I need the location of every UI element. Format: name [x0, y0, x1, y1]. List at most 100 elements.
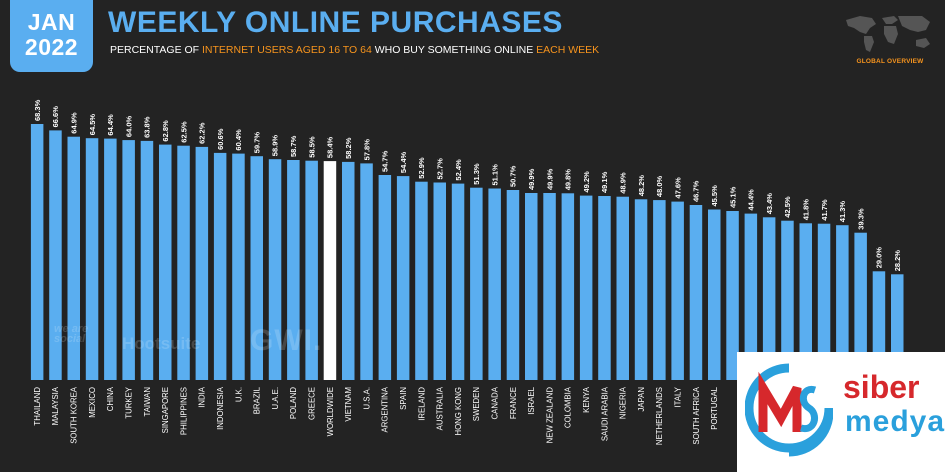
data-label: 64.5% [88, 114, 97, 136]
bar [598, 196, 611, 380]
bar [67, 136, 80, 380]
category-label: CANADA [490, 386, 499, 419]
data-label: 58.4% [326, 137, 335, 159]
data-label: 41.7% [820, 199, 829, 221]
data-label: 62.2% [198, 122, 207, 144]
category-label: PHILIPPINES [179, 387, 188, 435]
subtitle-part: INTERNET USERS AGED 16 TO 64 [201, 44, 372, 56]
bar [159, 144, 172, 380]
bar [561, 193, 575, 380]
data-label: 49.9% [545, 168, 554, 190]
bar [195, 146, 209, 380]
subtitle-part: WHO BUY SOMETHING ONLINE [371, 44, 537, 56]
subtitle-part: PERCENTAGE OF [110, 44, 202, 56]
logo-word-medya: medya [845, 405, 945, 438]
data-label: 51.3% [472, 163, 481, 185]
data-label: 58.9% [271, 135, 280, 157]
bar [122, 140, 135, 380]
data-label: 49.1% [600, 171, 609, 193]
bar [653, 200, 666, 380]
bar [433, 182, 446, 380]
data-label: 39.3% [856, 208, 865, 230]
data-label: 52.9% [417, 157, 426, 179]
bar [470, 187, 483, 380]
data-label: 60.4% [234, 129, 243, 151]
data-label: 66.6% [51, 106, 60, 128]
category-label: INDONESIA [216, 386, 225, 430]
hootsuite-watermark: Hootsuite [122, 334, 201, 353]
bar [415, 181, 428, 380]
bar [525, 193, 538, 380]
category-label: IRELAND [417, 387, 426, 421]
category-label: MALAYSIA [51, 386, 60, 425]
data-label: 44.4% [747, 189, 756, 211]
data-label: 48.0% [655, 176, 664, 198]
bar [689, 205, 703, 380]
category-label: VIETNAM [344, 387, 353, 422]
category-label: SOUTH KOREA [70, 386, 79, 444]
date-month: JAN [27, 9, 76, 35]
data-label: 54.4% [399, 152, 408, 174]
subtitle-part: EACH WEEK [536, 44, 600, 56]
category-label: AUSTRALIA [436, 386, 445, 430]
category-label: U.S.A. [362, 387, 371, 410]
category-label: NETHERLANDS [655, 387, 664, 445]
chart-title: WEEKLY ONLINE PURCHASES [108, 6, 563, 39]
data-label: 58.5% [307, 136, 316, 158]
data-label: 28.2% [893, 250, 902, 272]
logo-mark-icon [745, 363, 833, 457]
bar [762, 217, 776, 380]
bar [836, 225, 849, 380]
category-label: MEXICO [88, 387, 97, 418]
bar [634, 199, 648, 380]
data-label: 47.6% [673, 177, 682, 199]
data-label: 46.7% [692, 180, 701, 202]
bar [323, 161, 337, 380]
data-label: 64.9% [70, 112, 79, 134]
bar [268, 159, 282, 380]
data-label: 57.8% [362, 139, 371, 161]
bar [579, 195, 593, 380]
bar [287, 160, 300, 380]
data-label: 51.1% [490, 164, 499, 186]
bar [250, 156, 263, 380]
data-label: 58.2% [344, 137, 353, 159]
category-label: KENYA [582, 386, 591, 413]
category-label: ITALY [673, 386, 682, 407]
category-label: TURKEY [125, 386, 134, 418]
date-year: 2022 [24, 34, 79, 60]
bar [799, 223, 812, 380]
category-label: WORLDWIDE [326, 387, 335, 436]
category-label: FRANCE [509, 387, 518, 419]
category-label: COLOMBIA [564, 386, 573, 428]
category-label: PORTUGAL [710, 386, 719, 429]
data-label: 59.7% [252, 132, 261, 154]
watermark: we are social Hootsuite GWI. [54, 324, 344, 364]
bar [104, 138, 117, 380]
bar [726, 211, 739, 380]
bar [817, 223, 831, 380]
bar [360, 163, 373, 380]
category-label: SAUDI ARABIA [600, 386, 609, 441]
category-label: INDIA [198, 386, 207, 408]
bar [305, 160, 318, 380]
category-label: U.A.E. [271, 387, 280, 410]
category-label: TAIWAN [143, 387, 152, 416]
category-label: NEW ZEALAND [545, 387, 554, 444]
bar [30, 124, 44, 380]
data-label: 41.3% [838, 201, 847, 223]
category-label: NIGERIA [619, 386, 628, 419]
bar [744, 213, 758, 380]
data-label: 29.0% [875, 247, 884, 269]
date-badge: JAN 2022 [10, 0, 93, 72]
data-label: 52.7% [435, 158, 444, 180]
category-label: POLAND [289, 387, 298, 419]
bar [342, 161, 355, 380]
category-label: ISRAEL [527, 386, 536, 414]
category-label: SPAIN [399, 387, 408, 410]
category-label: THAILAND [33, 387, 42, 426]
data-label: 45.1% [728, 186, 737, 208]
data-label: 43.4% [765, 193, 774, 215]
category-label: ARGENTINA [381, 386, 390, 432]
siber-medya-logo: siber medya [737, 352, 945, 472]
